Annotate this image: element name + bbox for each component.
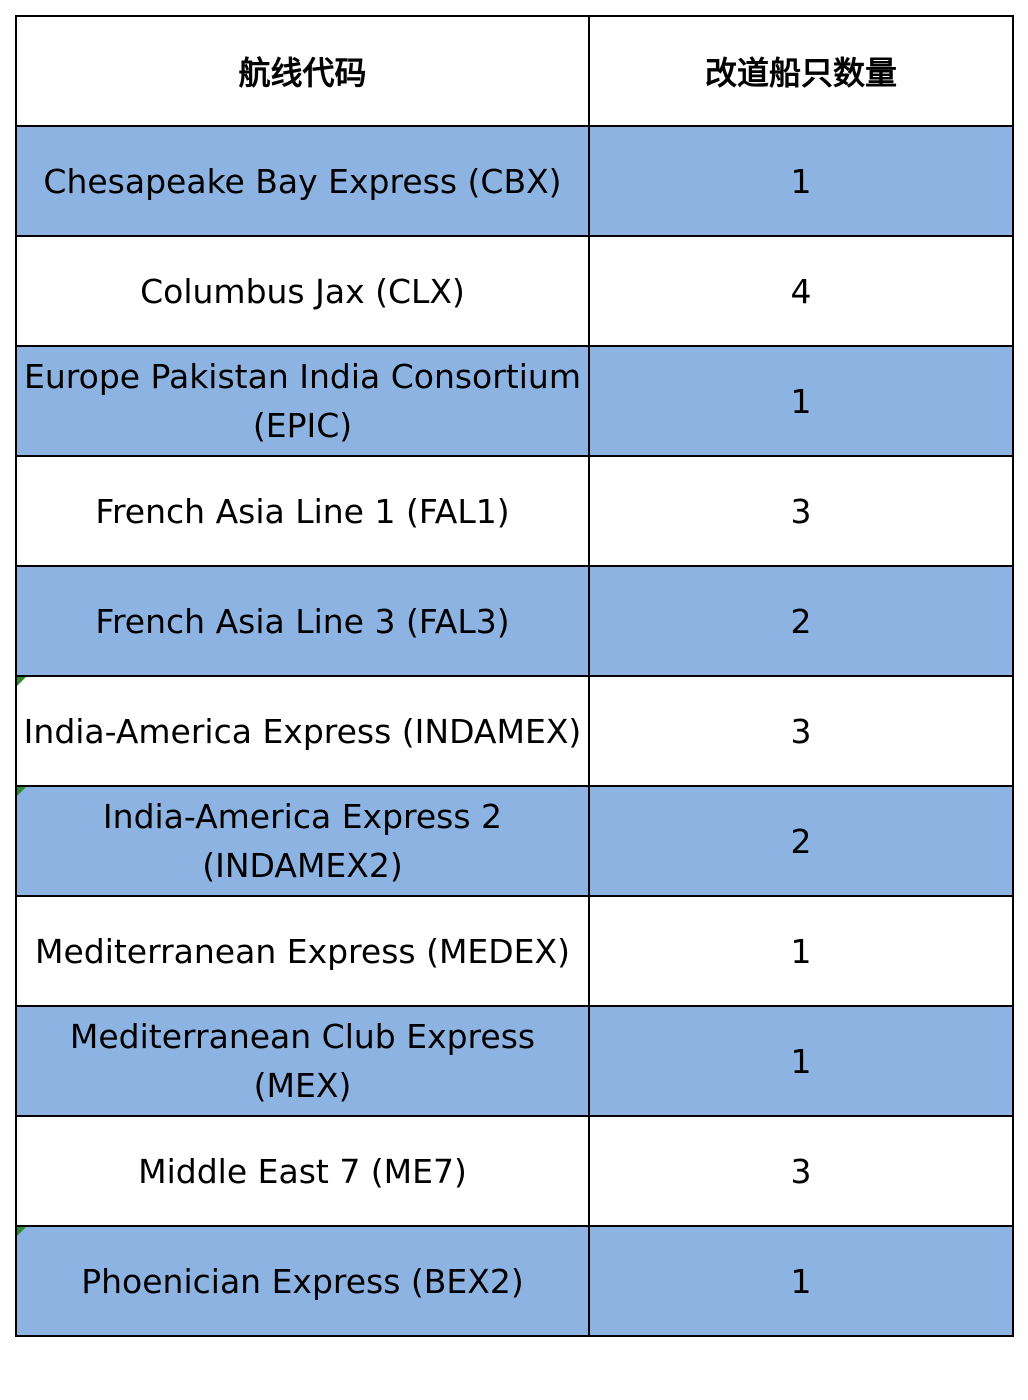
table-row: Chesapeake Bay Express (CBX) 1 xyxy=(15,125,1014,237)
cell-comment-marker-icon xyxy=(17,1227,26,1236)
header-diverted-ship-count: 改道船只数量 xyxy=(588,15,1014,127)
route-code-cell: Columbus Jax (CLX) xyxy=(15,235,590,347)
route-code-cell: French Asia Line 1 (FAL1) xyxy=(15,455,590,567)
diverted-ship-count-cell: 2 xyxy=(588,785,1014,897)
table-row: Mediterranean Club Express (MEX) 1 xyxy=(15,1005,1014,1117)
diverted-ship-count-cell: 1 xyxy=(588,1225,1014,1337)
table-row: Europe Pakistan India Consortium (EPIC) 1 xyxy=(15,345,1014,457)
diverted-ship-count-cell: 3 xyxy=(588,675,1014,787)
route-code-text: Mediterranean Club Express (MEX) xyxy=(69,1017,536,1105)
diverted-ship-count-cell: 3 xyxy=(588,1115,1014,1227)
route-code-cell: Chesapeake Bay Express (CBX) xyxy=(15,125,590,237)
route-code-text: Columbus Jax (CLX) xyxy=(140,271,465,311)
table-row: French Asia Line 3 (FAL3) 2 xyxy=(15,565,1014,677)
route-code-text: Chesapeake Bay Express (CBX) xyxy=(43,161,562,201)
route-code-text: French Asia Line 3 (FAL3) xyxy=(95,601,510,641)
route-code-text: India-America Express (INDAMEX) xyxy=(23,711,582,751)
diverted-ship-count-cell: 4 xyxy=(588,235,1014,347)
table-row: French Asia Line 1 (FAL1) 3 xyxy=(15,455,1014,567)
diverted-ship-count-cell: 1 xyxy=(588,125,1014,237)
route-code-cell: India-America Express (INDAMEX) xyxy=(15,675,590,787)
route-code-cell: Mediterranean Club Express (MEX) xyxy=(15,1005,590,1117)
table-row: Phoenician Express (BEX2) 1 xyxy=(15,1225,1014,1337)
header-route-code: 航线代码 xyxy=(15,15,590,127)
route-code-text: Phoenician Express (BEX2) xyxy=(81,1261,524,1301)
diverted-ship-count-cell: 3 xyxy=(588,455,1014,567)
table-row: Middle East 7 (ME7) 3 xyxy=(15,1115,1014,1227)
route-code-text: Middle East 7 (ME7) xyxy=(138,1151,467,1191)
route-code-text: French Asia Line 1 (FAL1) xyxy=(95,491,510,531)
table-row: India-America Express (INDAMEX) 3 xyxy=(15,675,1014,787)
table-body: Chesapeake Bay Express (CBX) 1 Columbus Ja… xyxy=(15,125,1014,1337)
route-diversion-table: 航线代码 改道船只数量 Chesapeake Bay Express (CBX)… xyxy=(15,15,1014,1337)
route-code-text: Europe Pakistan India Consortium (EPIC) xyxy=(24,357,581,445)
diverted-ship-count-cell: 1 xyxy=(588,1005,1014,1117)
table-row: India-America Express 2 (INDAMEX2) 2 xyxy=(15,785,1014,897)
route-code-cell: Europe Pakistan India Consortium (EPIC) xyxy=(15,345,590,457)
route-code-cell: French Asia Line 3 (FAL3) xyxy=(15,565,590,677)
route-code-cell: Middle East 7 (ME7) xyxy=(15,1115,590,1227)
diverted-ship-count-cell: 1 xyxy=(588,345,1014,457)
cell-comment-marker-icon xyxy=(17,677,26,686)
header-row: 航线代码 改道船只数量 xyxy=(15,15,1014,127)
route-code-text: Mediterranean Express (MEDEX) xyxy=(34,931,571,971)
table-row: Mediterranean Express (MEDEX) 1 xyxy=(15,895,1014,1007)
route-code-cell: India-America Express 2 (INDAMEX2) xyxy=(15,785,590,897)
route-code-cell: Mediterranean Express (MEDEX) xyxy=(15,895,590,1007)
table-row: Columbus Jax (CLX) 4 xyxy=(15,235,1014,347)
cell-comment-marker-icon xyxy=(17,787,26,796)
route-code-text: India-America Express 2 (INDAMEX2) xyxy=(102,797,503,885)
diverted-ship-count-cell: 1 xyxy=(588,895,1014,1007)
route-code-cell: Phoenician Express (BEX2) xyxy=(15,1225,590,1337)
diverted-ship-count-cell: 2 xyxy=(588,565,1014,677)
